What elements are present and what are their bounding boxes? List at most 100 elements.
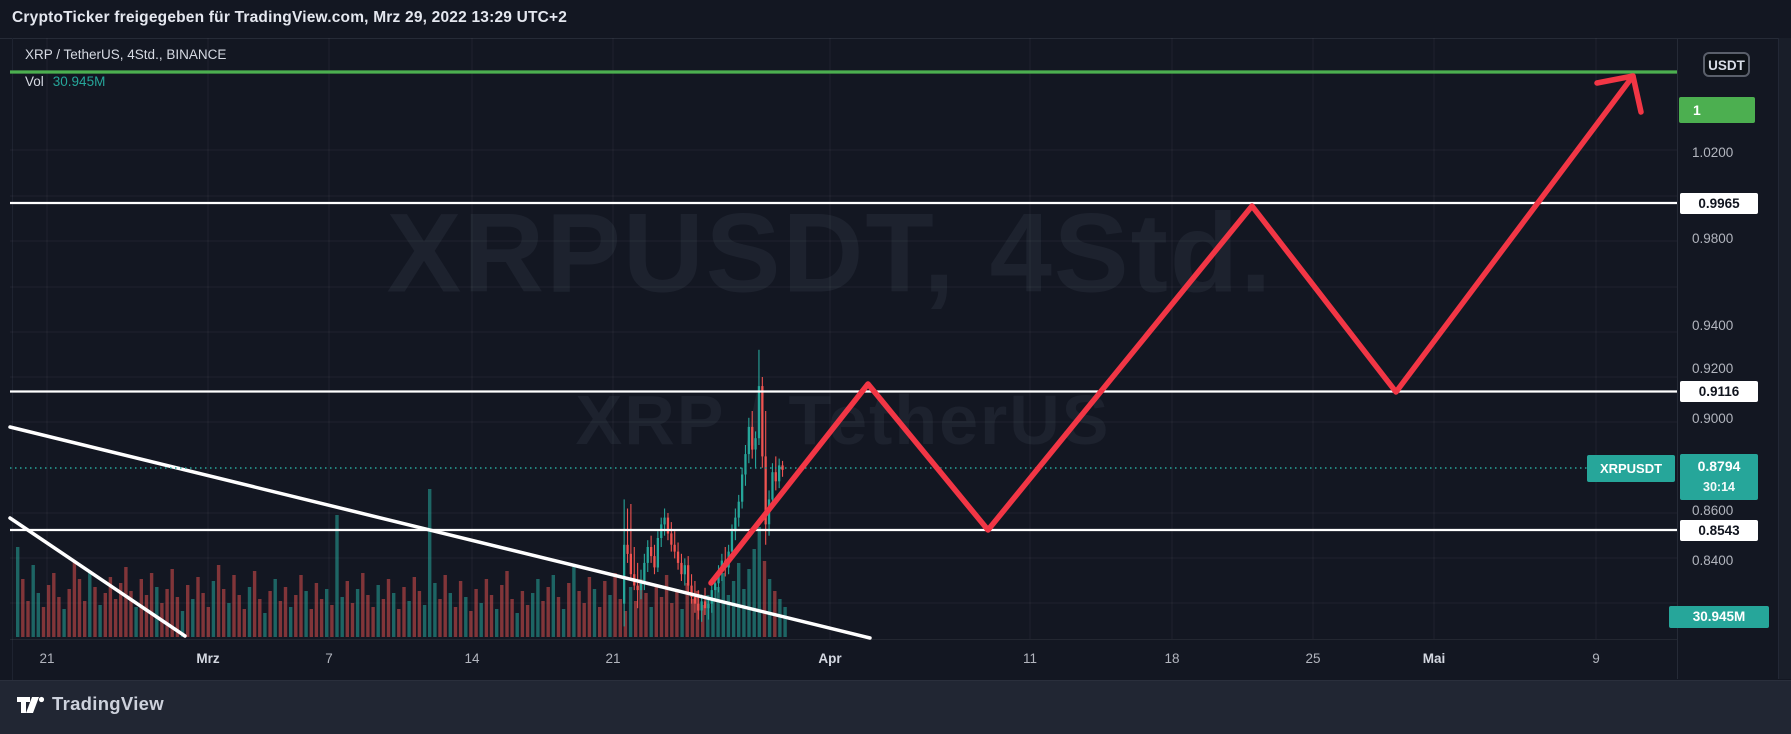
candle-body (781, 465, 784, 470)
candle-body (744, 454, 747, 475)
volume-bar (664, 575, 669, 637)
volume-bar (211, 581, 216, 637)
top-attribution-bar: CryptoTicker freigegeben für TradingView… (0, 0, 1791, 38)
volume-bar (525, 605, 530, 637)
candle-body (680, 562, 683, 575)
volume-bar (371, 607, 375, 637)
volume-bar (577, 591, 581, 637)
volume-bar (639, 579, 643, 637)
projection-arrowhead[interactable] (1594, 73, 1636, 86)
price-line-label[interactable]: 0.8543 (1680, 519, 1758, 541)
candle-body (690, 585, 693, 597)
chart-legend: XRP / TetherUS, 4Std., BINANCE Vol 30.945… (25, 47, 227, 89)
time-axis-tick: 11 (1022, 651, 1038, 666)
projection-arrowhead[interactable] (1630, 73, 1644, 115)
bar-countdown: 30:14 (1703, 480, 1735, 494)
volume-bar (345, 581, 349, 637)
volume-bar (26, 601, 30, 637)
candle-body (693, 596, 697, 604)
volume-bar (113, 599, 118, 637)
candle-body (730, 531, 734, 552)
projection-path[interactable] (708, 77, 1633, 586)
volume-bar (294, 595, 298, 637)
volume-bar (417, 591, 422, 637)
tradingview-logo-icon[interactable] (16, 694, 46, 718)
volume-bar (556, 597, 561, 637)
volume-bar (103, 593, 107, 637)
volume-bar (757, 527, 761, 637)
volume-bar (634, 601, 638, 637)
candle-body (656, 538, 659, 568)
volume-bar (201, 593, 205, 637)
volume-bar (567, 583, 571, 637)
volume-bar (762, 561, 767, 637)
time-axis-tick: 18 (1164, 651, 1180, 666)
legend-symbol-title[interactable]: XRP / TetherUS, 4Std., BINANCE (25, 47, 227, 62)
trendline[interactable] (8, 516, 187, 638)
volume-bar (289, 607, 293, 637)
volume-bar (783, 607, 787, 637)
volume-bar (258, 599, 262, 637)
current-price-value: 0.8794 (1697, 458, 1741, 474)
current-price-symbol-tag[interactable]: XRPUSDT (1587, 455, 1675, 482)
candle-body (761, 386, 764, 457)
price-axis-tick: 1.0200 (1692, 145, 1734, 160)
usdt-unit-chip: USDT (1703, 52, 1750, 77)
candle-body (714, 583, 717, 591)
volume-bar (654, 585, 658, 637)
candle-body (774, 472, 777, 482)
candle-body (636, 585, 639, 591)
candle-body (683, 565, 686, 575)
candle-body (643, 562, 646, 581)
volume-bar (402, 587, 406, 637)
volume-bar (422, 605, 427, 637)
volume-bar (680, 609, 684, 637)
price-line-label[interactable]: 0.9965 (1680, 192, 1758, 214)
target-price-label[interactable]: 1 (1679, 97, 1755, 123)
volume-bar (453, 607, 458, 637)
candle-body (673, 544, 676, 552)
volume-bar (628, 587, 633, 637)
price-axis-tick: 0.9200 (1692, 361, 1734, 376)
volume-bar (495, 609, 499, 637)
price-line-label[interactable]: 0.9116 (1680, 381, 1758, 402)
candle-body (623, 544, 626, 604)
axis-right-gutter (1778, 38, 1791, 679)
volume-bar (587, 577, 592, 637)
time-axis-tick: 14 (464, 651, 480, 666)
candle-body (703, 601, 707, 609)
trendline[interactable] (8, 425, 872, 640)
volume-bar (134, 607, 138, 637)
volume-bar (196, 577, 200, 637)
candle-body (639, 581, 643, 591)
volume-bar (227, 603, 231, 637)
volume-bar (675, 589, 679, 637)
volume-bar (247, 587, 252, 637)
volume-bar (237, 595, 241, 637)
volume-bar (448, 593, 452, 637)
candle-body (697, 603, 700, 611)
time-axis[interactable]: 21 Mrz 7 14 21 Apr 11 18 25 Mai 9 (0, 639, 1677, 679)
volume-bar (592, 589, 597, 637)
volume-bar (536, 579, 540, 637)
volume-bar (598, 607, 602, 637)
price-axis[interactable]: 1 USDT 0.8794 30:14 30.945M 1.0200 0.9800… (1669, 38, 1779, 679)
footer-bar: TradingView (0, 680, 1791, 734)
volume-bar (36, 593, 40, 637)
legend-volume-row: Vol 30.945M (25, 74, 105, 89)
volume-bar (464, 597, 468, 637)
candle-body (676, 551, 680, 563)
volume-bar (62, 609, 66, 637)
volume-bar (561, 609, 566, 637)
time-axis-tick: Mrz (196, 651, 220, 666)
attribution-text: CryptoTicker freigegeben für TradingView… (12, 9, 568, 26)
volume-bar (278, 601, 283, 637)
volume-bar (695, 591, 700, 637)
volume-bar (428, 489, 432, 637)
tradingview-brand-text[interactable]: TradingView (52, 693, 164, 714)
volume-bar (685, 583, 689, 637)
volume-bar (469, 611, 473, 637)
candle-body (687, 565, 690, 586)
candle-body (629, 553, 632, 575)
